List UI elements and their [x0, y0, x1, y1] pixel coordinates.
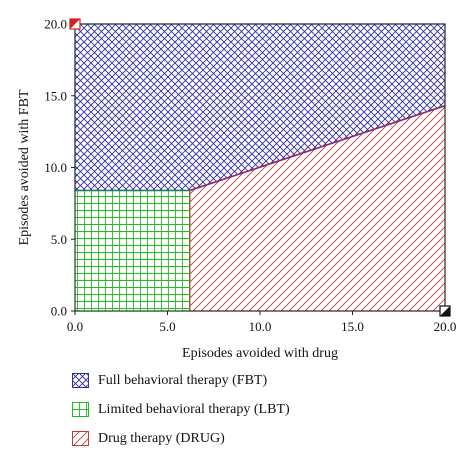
- corner-markers: [69, 18, 451, 317]
- corner-marker-end-fill: [440, 306, 450, 316]
- x-tick-label: 0.0: [67, 319, 83, 334]
- x-tick-label: 20.0: [434, 319, 457, 334]
- x-tick-label: 5.0: [159, 319, 175, 334]
- legend-item-lbt: Limited behavioral therapy (LBT): [72, 401, 290, 418]
- region-chart: 0.0 5.0 10.0 15.0 20.0 0.0 5.0 10.0 15.0 20.0 Epi…: [17, 17, 457, 362]
- lbt-swatch-icon: [72, 402, 89, 417]
- y-tick-label: 15.0: [44, 88, 67, 103]
- region-boundaries: [75, 105, 446, 311]
- x-axis-title: Episodes avoided with drug: [182, 346, 338, 361]
- y-tick-label: 0.0: [51, 304, 67, 319]
- x-tick-label: 10.0: [249, 319, 272, 334]
- x-tick-label: 15.0: [341, 319, 364, 334]
- corner-marker-drug-fill: [70, 19, 80, 29]
- y-tick-label: 20.0: [44, 17, 67, 32]
- legend-label-fbt: Full behavioral therapy (FBT): [98, 372, 268, 388]
- legend: Full behavioral therapy (FBT) Limited be…: [72, 372, 290, 459]
- fbt-swatch-icon: [72, 373, 89, 388]
- legend-item-fbt: Full behavioral therapy (FBT): [72, 372, 290, 389]
- drug-swatch-icon: [72, 431, 89, 446]
- plot-regions: [74, 23, 446, 312]
- y-axis-title: Episodes avoided with FBT: [17, 89, 32, 245]
- fbt-drug-boundary: [189, 105, 446, 192]
- y-tick-label: 10.0: [44, 160, 67, 175]
- legend-item-drug: Drug therapy (DRUG): [72, 430, 290, 447]
- region-lbt: [74, 189, 191, 312]
- y-tick-label: 5.0: [51, 232, 67, 247]
- legend-label-lbt: Limited behavioral therapy (LBT): [98, 401, 290, 417]
- legend-label-drug: Drug therapy (DRUG): [98, 430, 225, 446]
